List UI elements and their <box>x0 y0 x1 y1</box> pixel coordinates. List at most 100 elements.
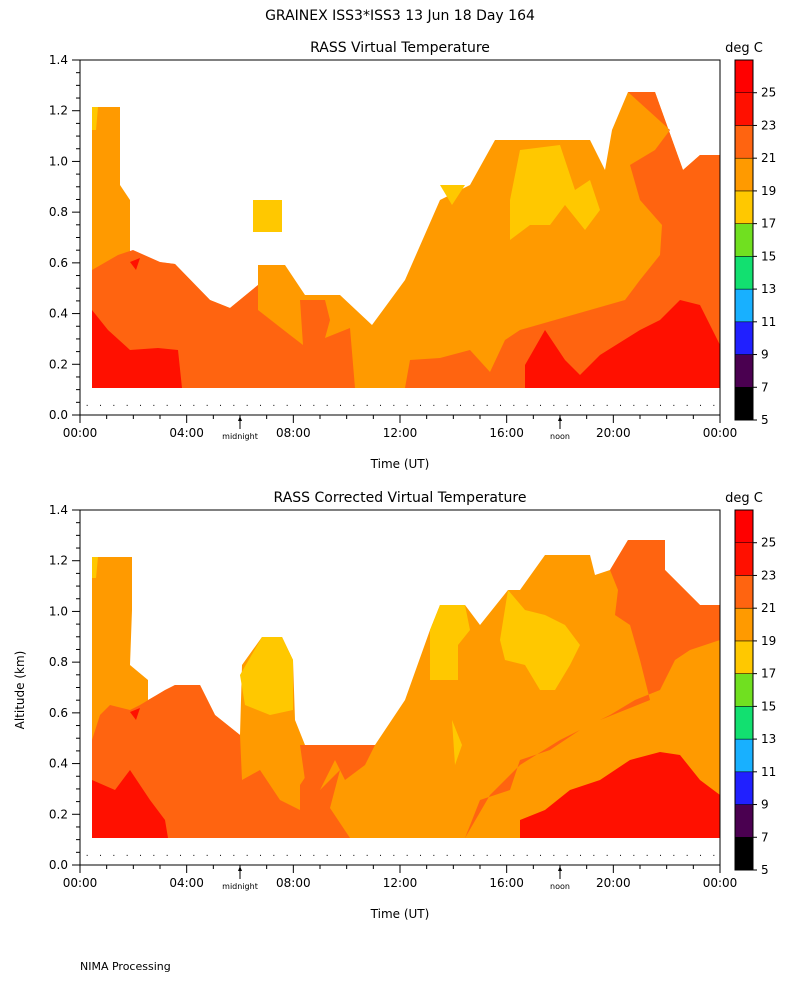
gate-dot <box>580 854 581 856</box>
gate-dot <box>193 404 195 406</box>
day-marker-arrowhead <box>238 866 242 871</box>
y-tick-label: 0.4 <box>49 307 68 321</box>
gate-dot <box>300 854 301 856</box>
gate-dot <box>246 404 248 406</box>
panel-1-x-label: Time (UT) <box>370 457 430 471</box>
gate-dot <box>113 404 115 406</box>
gate-dot <box>620 404 621 406</box>
gate-dot <box>100 404 101 406</box>
panel-1-gate-dots <box>86 404 715 406</box>
gate-dot <box>380 404 381 406</box>
gate-dot <box>513 404 515 406</box>
gate-dot <box>246 854 248 856</box>
gate-dot <box>646 404 648 406</box>
gate-dot <box>540 404 541 406</box>
gate-dot <box>473 404 475 406</box>
y-tick-label: 0.0 <box>49 858 68 872</box>
panel-2-colorbar: 5 7 9 11 13 15 17 19 21 23 25 <box>734 509 776 877</box>
gate-dot <box>433 854 435 856</box>
gate-dot <box>380 854 381 856</box>
x-tick-label: 12:00 <box>383 876 418 890</box>
colorbar-label: 13 <box>761 282 776 296</box>
gate-dot <box>420 854 421 856</box>
x-tick-label: 00:00 <box>703 426 738 440</box>
gate-dot <box>166 404 168 406</box>
panel-2-heatmap <box>92 540 720 838</box>
region-21c-mid <box>300 745 375 790</box>
y-tick-label: 1.2 <box>49 554 68 568</box>
gate-dot <box>686 404 688 406</box>
gate-dot <box>500 404 501 406</box>
gate-dot <box>206 854 208 856</box>
region-17c-edge <box>92 557 98 578</box>
region-17c-isolated <box>253 200 282 232</box>
gate-dot <box>220 854 221 856</box>
region-17c-noon <box>500 590 580 690</box>
region-17c-patch-a <box>440 185 465 205</box>
gate-dot <box>473 854 475 856</box>
colorbar-swatch <box>734 256 754 290</box>
x-tick-label: 04:00 <box>169 876 204 890</box>
colorbar-label: 15 <box>761 699 776 713</box>
day-marker-label: noon <box>550 432 570 441</box>
gate-dot <box>460 404 461 406</box>
region-23c-speck <box>130 708 140 720</box>
gate-dot <box>673 404 675 406</box>
gate-dot <box>86 854 88 856</box>
region-17c-patch-a <box>430 605 470 680</box>
region-17c-sliver <box>452 720 462 765</box>
gate-dot <box>566 854 568 856</box>
gate-dot <box>713 404 715 406</box>
colorbar-label: 5 <box>761 863 769 877</box>
region-17c-edge <box>92 107 98 130</box>
gate-dot <box>713 854 715 856</box>
gate-dot <box>446 854 448 856</box>
gate-dot <box>100 854 101 856</box>
y-tick-label: 0.6 <box>49 256 68 270</box>
colorbar-swatch <box>734 387 754 421</box>
x-tick-label: 08:00 <box>276 876 311 890</box>
day-marker-arrowhead <box>558 866 562 871</box>
gate-dot <box>140 854 141 856</box>
colorbar-swatch <box>734 771 754 805</box>
colorbar-label: 9 <box>761 348 769 362</box>
gate-dot <box>660 404 661 406</box>
colorbar-swatch <box>734 640 754 674</box>
panel-2-x-axis: 00:00 04:00 08:00 12:00 16:00 20:00 00:00 midni… <box>63 865 737 891</box>
colorbar-label: 19 <box>761 634 776 648</box>
gate-dot <box>553 404 555 406</box>
gate-dot <box>500 854 501 856</box>
gate-dot <box>313 404 315 406</box>
colorbar-label: 5 <box>761 413 769 427</box>
y-tick-label: 0.8 <box>49 655 68 669</box>
region-21c-lower-left <box>92 685 350 838</box>
region-23c-right <box>525 300 720 388</box>
gate-dot <box>313 854 315 856</box>
y-tick-label: 0.8 <box>49 205 68 219</box>
colorbar-label: 11 <box>761 765 776 779</box>
gate-dot <box>420 404 421 406</box>
gate-dot <box>460 854 461 856</box>
gate-dot <box>540 854 541 856</box>
panel-1-title: RASS Virtual Temperature <box>310 40 490 56</box>
colorbar-label: 7 <box>761 830 769 844</box>
colorbar-label: 25 <box>761 536 776 550</box>
gate-dot <box>633 854 635 856</box>
colorbar-swatch <box>734 738 754 773</box>
gate-dot <box>273 404 275 406</box>
gate-dot <box>233 854 235 856</box>
region-23c-speck <box>130 258 140 270</box>
colorbar-label: 23 <box>761 118 776 132</box>
colorbar-swatch <box>734 190 754 224</box>
colorbar-label: 17 <box>761 667 776 681</box>
gate-dot <box>526 854 528 856</box>
gate-dot <box>393 854 395 856</box>
day-marker-label: midnight <box>222 432 258 441</box>
gate-dot <box>126 854 128 856</box>
colorbar-swatch <box>734 673 754 707</box>
gate-dot <box>646 854 648 856</box>
gate-dot <box>180 854 181 856</box>
gate-dot <box>686 854 688 856</box>
gate-dot <box>206 404 208 406</box>
